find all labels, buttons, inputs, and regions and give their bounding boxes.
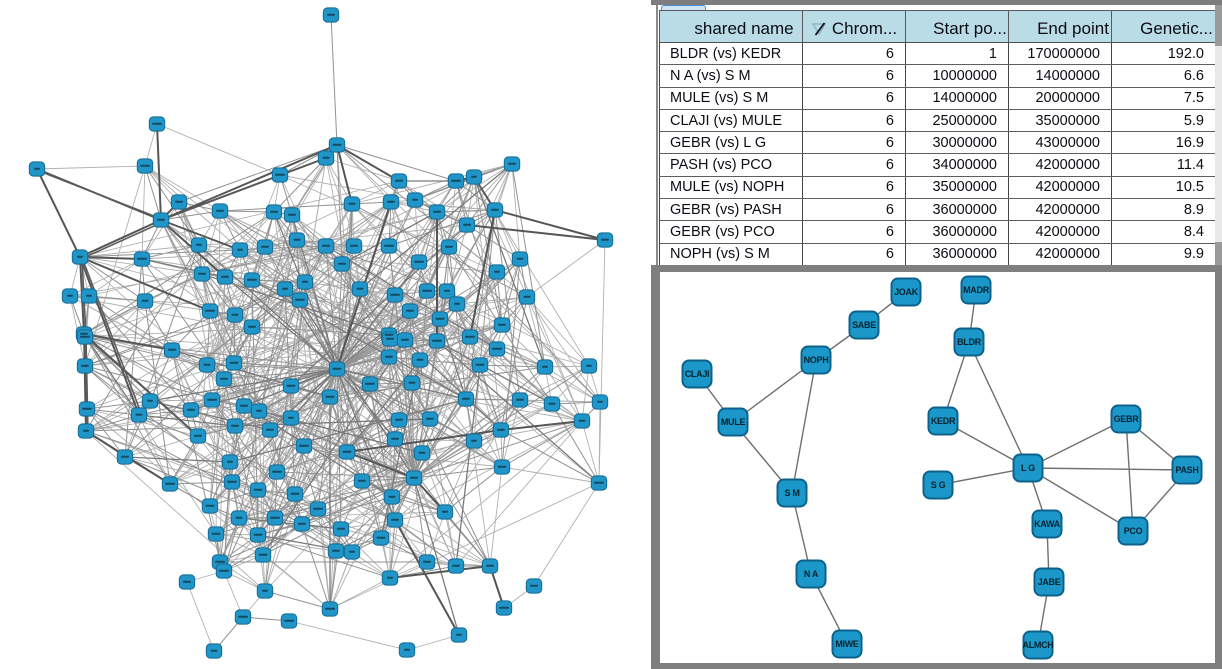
svg-text:JOAK: JOAK	[894, 287, 919, 297]
svg-text:MIWE: MIWE	[835, 639, 859, 649]
svg-text:MULE: MULE	[721, 417, 746, 427]
svg-text:S G: S G	[931, 480, 946, 490]
svg-text:S M: S M	[784, 488, 799, 498]
svg-text:ALMCH: ALMCH	[1023, 640, 1054, 650]
svg-text:MADR: MADR	[963, 285, 990, 295]
svg-text:KAWA: KAWA	[1034, 519, 1061, 529]
svg-text:L G: L G	[1021, 463, 1035, 473]
svg-text:PASH: PASH	[1175, 465, 1198, 475]
svg-text:N A: N A	[804, 569, 819, 579]
svg-text:SABE: SABE	[852, 320, 876, 330]
svg-text:BLDR: BLDR	[957, 337, 982, 347]
svg-text:PCO: PCO	[1124, 526, 1143, 536]
svg-text:KEDR: KEDR	[931, 416, 956, 426]
svg-text:GEBR: GEBR	[1114, 414, 1140, 424]
svg-text:CLAJI: CLAJI	[685, 369, 710, 379]
svg-text:NOPH: NOPH	[804, 355, 829, 365]
svg-text:JABE: JABE	[1038, 577, 1061, 587]
